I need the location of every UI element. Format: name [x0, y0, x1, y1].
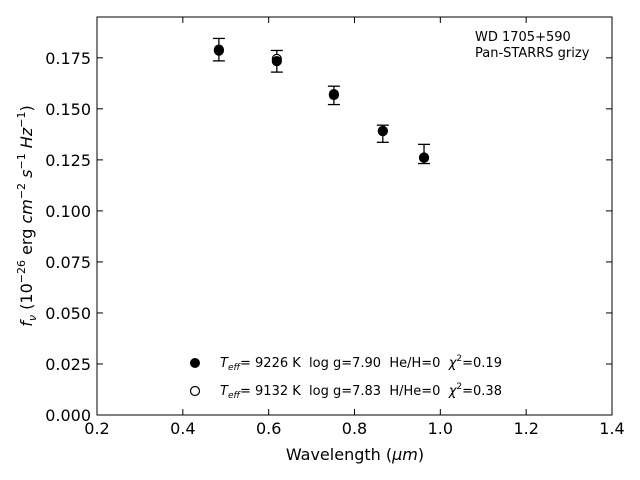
- legend-entry-2: Teff= 9132 K log g=7.83 H/He=0 χ2=0.38: [220, 382, 502, 401]
- x-tick-label: 0.4: [170, 419, 195, 438]
- y-tick-label: 0.050: [45, 304, 91, 323]
- x-tick-label: 0.2: [84, 419, 109, 438]
- x-tick-label: 0.6: [256, 419, 281, 438]
- annotation-line-1: WD 1705+590: [475, 30, 571, 45]
- x-axis-label: Wavelength (μm): [286, 445, 424, 464]
- x-tick-label: 1.4: [599, 419, 624, 438]
- legend-entry-1: Teff= 9226 K log g=7.90 He/H=0 χ2=0.19: [220, 354, 502, 373]
- legend: Teff= 9226 K log g=7.90 He/H=0 χ2=0.19 T…: [189, 354, 502, 401]
- x-tick-label: 1.2: [513, 419, 538, 438]
- y-axis: 0.000 0.025 0.050 0.075 0.100 0.125 0.150 0.175: [45, 49, 612, 425]
- y-axis-label: fν (10−26 erg cm−2 s−1 Hz−1): [15, 105, 39, 326]
- annotation-line-2: Pan-STARRS grizy: [475, 46, 590, 61]
- legend-marker-open: [189, 385, 201, 397]
- x-tick-label: 0.8: [342, 419, 367, 438]
- legend-marker-filled: [190, 358, 200, 368]
- y-tick-label: 0.075: [45, 253, 91, 272]
- error-bars: [212, 37, 431, 165]
- filled-marker: [328, 89, 339, 101]
- y-tick-label: 0.025: [45, 355, 91, 374]
- y-tick-label: 0.100: [45, 202, 91, 221]
- filled-marker: [377, 125, 388, 137]
- data-markers: [213, 44, 430, 163]
- y-tick-label: 0.150: [45, 100, 91, 119]
- x-axis: 0.2 0.4 0.6 0.8 1.0 1.2 1.4: [84, 17, 625, 438]
- filled-marker: [418, 152, 430, 163]
- y-tick-label: 0.175: [45, 49, 91, 68]
- x-tick-label: 1.0: [428, 419, 453, 438]
- annotation: WD 1705+590 Pan-STARRS grizy: [475, 30, 590, 61]
- y-tick-label: 0.000: [45, 406, 91, 425]
- filled-marker: [271, 55, 282, 67]
- y-tick-label: 0.125: [45, 151, 91, 170]
- filled-marker: [213, 45, 224, 56]
